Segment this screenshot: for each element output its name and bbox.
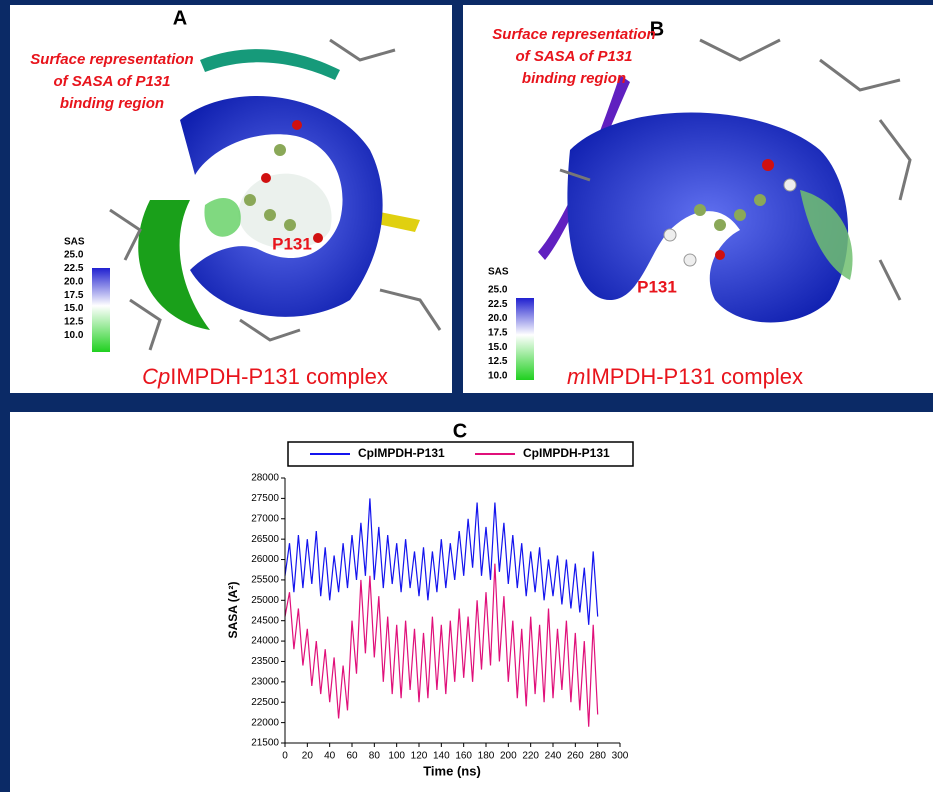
colorbar-title: SAS bbox=[64, 237, 85, 248]
annotation: binding region bbox=[522, 70, 626, 87]
colorbar-tick-label: 25.0 bbox=[488, 285, 508, 296]
panel-letter: A bbox=[173, 7, 187, 29]
y-tick-label: 23000 bbox=[251, 676, 279, 687]
annotation: of SASA of P131 bbox=[54, 73, 171, 90]
colorbar-tick-label: 22.5 bbox=[488, 299, 508, 310]
colorbar-tick-label: 12.5 bbox=[64, 317, 84, 328]
x-tick-label: 20 bbox=[302, 751, 314, 762]
colorbar-tick-label: 12.5 bbox=[488, 356, 508, 367]
colorbar-tick-label: 20.0 bbox=[488, 313, 508, 324]
panel-c bbox=[10, 412, 933, 792]
y-tick-label: 23500 bbox=[251, 656, 279, 667]
legend-label: CpIMPDH-P131 bbox=[358, 446, 445, 460]
y-tick-label: 26000 bbox=[251, 554, 279, 565]
y-tick-label: 25000 bbox=[251, 595, 279, 606]
y-tick-label: 21500 bbox=[251, 738, 279, 749]
x-tick-label: 40 bbox=[324, 751, 336, 762]
y-tick-label: 28000 bbox=[251, 473, 279, 484]
colorbar-tick-label: 25.0 bbox=[64, 250, 84, 261]
x-tick-label: 120 bbox=[411, 751, 428, 762]
ligand-label: P131 bbox=[272, 234, 312, 253]
colorbar-tick-label: 17.5 bbox=[64, 290, 84, 301]
complex-label: mIMPDH-P131 complex bbox=[567, 364, 803, 389]
colorbar-tick-label: 17.5 bbox=[488, 328, 508, 339]
y-tick-label: 27000 bbox=[251, 513, 279, 524]
complex-suffix: IMPDH-P131 complex bbox=[585, 364, 803, 389]
colorbar bbox=[516, 298, 534, 380]
annotation: binding region bbox=[60, 95, 164, 112]
y-axis-label: SASA (A²) bbox=[226, 582, 240, 639]
x-tick-label: 240 bbox=[545, 751, 562, 762]
colorbar-tick-label: 20.0 bbox=[64, 276, 84, 287]
x-tick-label: 160 bbox=[455, 751, 472, 762]
y-tick-label: 25500 bbox=[251, 575, 279, 586]
x-axis-label: Time (ns) bbox=[423, 763, 481, 778]
x-tick-label: 280 bbox=[589, 751, 606, 762]
colorbar-tick-label: 15.0 bbox=[488, 342, 508, 353]
x-tick-label: 200 bbox=[500, 751, 517, 762]
x-tick-label: 140 bbox=[433, 751, 450, 762]
annotation: Surface representation bbox=[492, 26, 655, 43]
x-tick-label: 180 bbox=[478, 751, 495, 762]
colorbar-title: SAS bbox=[488, 267, 509, 278]
complex-prefix: Cp bbox=[142, 364, 170, 389]
complex-suffix: IMPDH-P131 complex bbox=[170, 364, 388, 389]
x-tick-label: 100 bbox=[388, 751, 405, 762]
complex-label: CpIMPDH-P131 complex bbox=[142, 364, 388, 389]
annotation: Surface representation bbox=[30, 51, 193, 68]
colorbar-tick-label: 15.0 bbox=[64, 303, 84, 314]
y-tick-label: 22500 bbox=[251, 697, 279, 708]
annotation: of SASA of P131 bbox=[516, 48, 633, 65]
complex-prefix: m bbox=[567, 364, 585, 389]
ligand-label: P131 bbox=[637, 277, 677, 296]
x-tick-label: 0 bbox=[282, 751, 288, 762]
legend-label: CpIMPDH-P131 bbox=[523, 446, 610, 460]
x-tick-label: 60 bbox=[346, 751, 358, 762]
colorbar-tick-label: 10.0 bbox=[64, 330, 84, 341]
x-tick-label: 300 bbox=[612, 751, 629, 762]
y-tick-label: 22000 bbox=[251, 717, 279, 728]
colorbar bbox=[92, 268, 110, 352]
x-tick-label: 80 bbox=[369, 751, 381, 762]
figure: A Surface representation of SASA of P131… bbox=[0, 0, 933, 792]
y-tick-label: 24000 bbox=[251, 636, 279, 647]
panel-letter: C bbox=[453, 420, 467, 442]
colorbar-tick-label: 10.0 bbox=[488, 370, 508, 381]
y-tick-label: 26500 bbox=[251, 534, 279, 545]
y-tick-label: 24500 bbox=[251, 615, 279, 626]
y-tick-label: 27500 bbox=[251, 493, 279, 504]
x-tick-label: 220 bbox=[522, 751, 539, 762]
x-tick-label: 260 bbox=[567, 751, 584, 762]
colorbar-tick-label: 22.5 bbox=[64, 263, 84, 274]
